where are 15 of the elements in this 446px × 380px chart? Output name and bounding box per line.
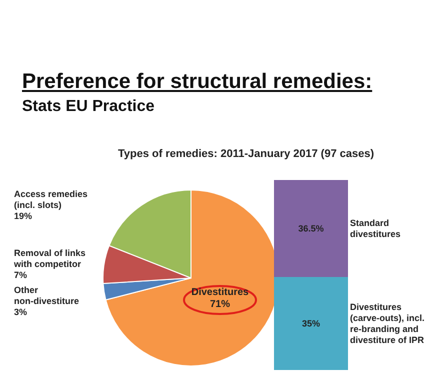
chart-title: Preference for structural remedies: (22, 70, 372, 94)
data-label: 19% (14, 211, 32, 222)
series-label: Standard divestitures (350, 218, 401, 239)
series-label: Divestitures (carve-outs), incl. re-branding and divestiture of IPR (350, 302, 425, 345)
slice-label: Other non-divestiture (14, 285, 80, 306)
data-label: 36.5% (298, 223, 324, 234)
data-label: 71% (210, 299, 230, 310)
chart-subtitle: Stats EU Practice (22, 98, 155, 116)
slice-label: Divestitures (191, 287, 250, 298)
text: Types of remedies: 2011-January 2017 (97 cases) (118, 148, 374, 160)
data-label: 35% (302, 318, 320, 328)
slice-label: Removal of links with competitor (13, 248, 86, 270)
data-label: 3% (14, 307, 28, 318)
slice-label: Access remedies (incl. slots) (14, 189, 88, 210)
data-label: 7% (14, 270, 28, 280)
